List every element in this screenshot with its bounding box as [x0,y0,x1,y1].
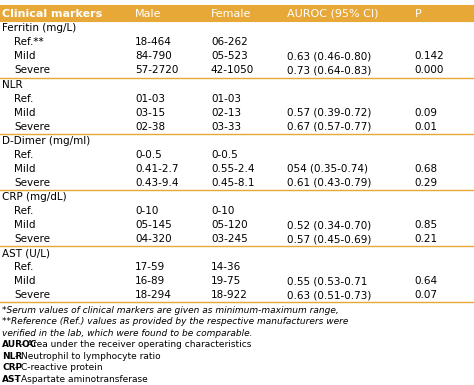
Text: 42-1050: 42-1050 [211,65,254,75]
Text: 0.000: 0.000 [415,65,444,75]
Text: 0.43-9.4: 0.43-9.4 [135,178,179,188]
Text: Severe: Severe [14,65,50,75]
Text: - Neutrophil to lymphocyte ratio: - Neutrophil to lymphocyte ratio [12,352,161,361]
Text: 0.73 (0.64-0.83): 0.73 (0.64-0.83) [287,65,371,75]
Text: CRP: CRP [2,363,22,372]
Text: 054 (0.35-0.74): 054 (0.35-0.74) [287,164,368,174]
Text: 01-03: 01-03 [211,94,241,104]
Text: 0-0.5: 0-0.5 [211,150,237,160]
Text: 19-75: 19-75 [211,276,241,286]
Text: 05-523: 05-523 [211,52,248,62]
Text: Mild: Mild [14,108,36,118]
Text: - C-reactive protein: - C-reactive protein [12,363,103,372]
Text: Severe: Severe [14,290,50,300]
Text: 0.63 (0.51-0.73): 0.63 (0.51-0.73) [287,290,371,300]
Text: 04-320: 04-320 [135,234,172,244]
Text: Ref.: Ref. [14,206,34,216]
Text: 02-13: 02-13 [211,108,241,118]
Text: 0.67 (0.57-0.77): 0.67 (0.57-0.77) [287,122,371,132]
Text: 0.41-2.7: 0.41-2.7 [135,164,179,174]
Text: 18-464: 18-464 [135,37,172,47]
Text: 0.07: 0.07 [415,290,438,300]
Text: 16-89: 16-89 [135,276,165,286]
Text: 03-33: 03-33 [211,122,241,132]
Text: P: P [415,8,421,18]
Text: 0.85: 0.85 [415,220,438,230]
Text: AST: AST [2,375,22,384]
Text: 03-245: 03-245 [211,234,248,244]
Text: 0.01: 0.01 [415,122,438,132]
Text: Ref.**: Ref.** [14,37,44,47]
Text: 0.68: 0.68 [415,164,438,174]
Text: Mild: Mild [14,220,36,230]
Text: 03-15: 03-15 [135,108,165,118]
Text: Ref.: Ref. [14,262,34,272]
Text: Male: Male [135,8,162,18]
Text: 0-0.5: 0-0.5 [135,150,162,160]
Text: Female: Female [211,8,251,18]
Text: Mild: Mild [14,52,36,62]
Text: NLR: NLR [2,352,23,361]
Text: **Reference (Ref.) values as provided by the respective manufacturers were: **Reference (Ref.) values as provided by… [2,317,349,326]
Text: 0.63 (0.46-0.80): 0.63 (0.46-0.80) [287,52,371,62]
Text: AUROC: AUROC [2,340,38,349]
Text: - Area under the receiver operating characteristics: - Area under the receiver operating char… [18,340,252,349]
Text: 0.61 (0.43-0.79): 0.61 (0.43-0.79) [287,178,371,188]
Text: 14-36: 14-36 [211,262,241,272]
Text: 0-10: 0-10 [211,206,234,216]
Text: Clinical markers: Clinical markers [2,8,102,18]
Text: Severe: Severe [14,122,50,132]
Text: 84-790: 84-790 [135,52,172,62]
Text: 0.52 (0.34-0.70): 0.52 (0.34-0.70) [287,220,371,230]
Text: 18-922: 18-922 [211,290,248,300]
Text: NLR: NLR [2,80,23,90]
Text: - Aspartate aminotransferase: - Aspartate aminotransferase [12,375,148,384]
Text: 02-38: 02-38 [135,122,165,132]
Text: 0.55-2.4: 0.55-2.4 [211,164,255,174]
Text: Severe: Severe [14,234,50,244]
Text: CRP (mg/dL): CRP (mg/dL) [2,192,67,202]
Text: *Serum values of clinical markers are given as minimum-maximum range,: *Serum values of clinical markers are gi… [2,306,339,315]
Text: Mild: Mild [14,164,36,174]
Text: 06-262: 06-262 [211,37,248,47]
Bar [0,6,474,21]
Text: Mild: Mild [14,276,36,286]
Text: 05-145: 05-145 [135,220,172,230]
Text: 0.45-8.1: 0.45-8.1 [211,178,255,188]
Text: 17-59: 17-59 [135,262,165,272]
Text: Ref.: Ref. [14,94,34,104]
Text: D-Dimer (mg/ml): D-Dimer (mg/ml) [2,136,91,146]
Text: 0.57 (0.39-0.72): 0.57 (0.39-0.72) [287,108,371,118]
Text: 05-120: 05-120 [211,220,247,230]
Text: verified in the lab, which were found to be comparable.: verified in the lab, which were found to… [2,329,253,338]
Text: 0-10: 0-10 [135,206,158,216]
Text: 0.64: 0.64 [415,276,438,286]
Text: Ref.: Ref. [14,150,34,160]
Text: 01-03: 01-03 [135,94,165,104]
Text: 0.55 (0.53-0.71: 0.55 (0.53-0.71 [287,276,367,286]
Text: AUROC (95% CI): AUROC (95% CI) [287,8,378,18]
Text: 0.57 (0.45-0.69): 0.57 (0.45-0.69) [287,234,371,244]
Text: 0.09: 0.09 [415,108,438,118]
Text: 0.142: 0.142 [415,52,445,62]
Text: AST (U/L): AST (U/L) [2,248,50,258]
Text: 0.29: 0.29 [415,178,438,188]
Text: 57-2720: 57-2720 [135,65,179,75]
Text: Severe: Severe [14,178,50,188]
Text: 18-294: 18-294 [135,290,172,300]
Text: Ferritin (mg/L): Ferritin (mg/L) [2,23,77,33]
Text: 0.21: 0.21 [415,234,438,244]
